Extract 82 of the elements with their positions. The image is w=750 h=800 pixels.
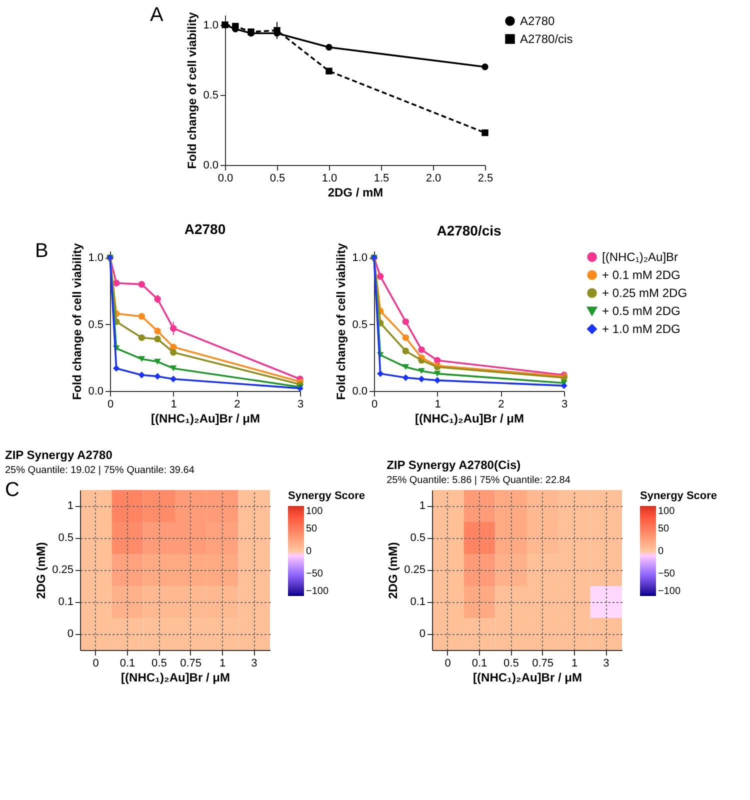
x-axis-title: [(NHC₁)₂Au]Br / μM xyxy=(121,670,230,684)
chart-subtitle: 25% Quantile: 5.86 | 75% Quantile: 22.84 xyxy=(386,475,571,486)
y-tick-label: 0.0 xyxy=(88,386,104,398)
color-bar-label: −100 xyxy=(658,586,681,597)
y-tick-label: 1.0 xyxy=(203,19,218,32)
y-tick-label: 0.0 xyxy=(203,160,218,172)
x-tick-label: 1.5 xyxy=(374,172,390,184)
x-tick-label: 1 xyxy=(571,658,578,670)
text: B xyxy=(35,240,48,262)
y-tick-label: 1 xyxy=(419,500,426,512)
y-tick-label: 0.5 xyxy=(352,318,368,331)
x-tick-label: 1 xyxy=(219,658,226,670)
x-tick-label: 0 xyxy=(444,658,451,670)
x-tick-label: 1.0 xyxy=(322,172,338,184)
x-tick-label: 0.5 xyxy=(270,172,286,184)
y-tick-label: 0.25 xyxy=(404,564,426,576)
color-bar-label: 50 xyxy=(306,524,318,534)
x-tick-label: 1 xyxy=(434,398,441,410)
x-axis-title: [(NHC₁)₂Au]Br / μM xyxy=(473,670,582,684)
y-tick-label: 1.0 xyxy=(352,252,368,264)
y-tick-label: 0.5 xyxy=(203,89,218,102)
x-tick-label: 2.0 xyxy=(426,172,442,184)
y-tick-label: 0.0 xyxy=(352,386,368,398)
y-tick-label: 0.1 xyxy=(58,596,74,608)
color-bar-label: −50 xyxy=(306,568,324,580)
x-tick-label: 3 xyxy=(561,398,568,410)
legend-title: Synergy Score xyxy=(640,490,718,502)
color-bar-label: 100 xyxy=(306,506,324,517)
y-tick-label: 0.5 xyxy=(410,532,426,544)
x-axis-title: [(NHC₁)₂Au]Br / μM xyxy=(151,412,260,426)
legend-title: Synergy Score xyxy=(288,490,366,502)
y-tick-label: 1 xyxy=(67,500,74,512)
y-axis-title: Fold change of cell viability xyxy=(185,12,200,169)
legend-label: + 0.5 mM 2DG xyxy=(602,304,680,318)
text: C xyxy=(5,479,20,501)
color-bar-label: −100 xyxy=(306,586,329,597)
chart-title: A2780 xyxy=(184,221,226,237)
x-tick-label: 2 xyxy=(498,398,504,410)
color-bar-label: −50 xyxy=(658,568,676,580)
x-tick-label: 0.1 xyxy=(472,658,488,670)
text: A xyxy=(150,4,164,26)
y-axis-title: Fold change of cell viability xyxy=(70,242,84,400)
x-tick-label: 0.75 xyxy=(532,658,554,670)
chart-title: ZIP Synergy A2780 xyxy=(5,448,113,462)
x-axis-title: 2DG / mM xyxy=(328,186,384,200)
x-tick-label: 0 xyxy=(107,398,114,410)
x-tick-label: 0.5 xyxy=(152,658,167,670)
chart-subtitle: 25% Quantile: 19.02 | 75% Quantile: 39.64 xyxy=(5,465,195,476)
color-bar-label: 0 xyxy=(306,546,312,557)
y-tick-label: 1.0 xyxy=(88,252,104,264)
x-tick-label: 0 xyxy=(371,398,378,410)
x-tick-label: 0.0 xyxy=(218,172,234,184)
x-tick-label: 3 xyxy=(603,658,610,670)
color-bar-label: 0 xyxy=(658,546,664,557)
y-axis-title: Fold change of cell viability xyxy=(334,242,348,400)
legend-label: + 0.1 mM 2DG xyxy=(602,268,680,282)
legend-label: A2780 xyxy=(520,14,556,28)
x-tick-label: 2 xyxy=(234,398,240,410)
x-tick-label: 1 xyxy=(170,398,177,410)
x-tick-label: 0.75 xyxy=(180,658,202,670)
y-tick-label: 0.1 xyxy=(410,596,426,608)
y-tick-label: 0.5 xyxy=(88,318,104,331)
color-bar-label: 50 xyxy=(658,524,670,534)
chart-title: ZIP Synergy A2780(Cis) xyxy=(386,458,521,472)
legend-label: [(NHC₁)₂Au]Br xyxy=(602,250,678,264)
x-tick-label: 0.5 xyxy=(504,658,519,670)
x-tick-label: 3 xyxy=(297,398,304,410)
y-tick-label: 0.25 xyxy=(52,564,74,576)
y-axis-title: 2DG (mM) xyxy=(34,542,48,599)
legend-label: + 0.25 mM 2DG xyxy=(602,286,688,300)
y-tick-label: 0 xyxy=(67,628,74,640)
y-tick-label: 0 xyxy=(419,628,426,640)
x-tick-label: 3 xyxy=(251,658,258,670)
y-tick-label: 0.5 xyxy=(58,532,74,544)
chart-title: A2780/cis xyxy=(436,222,502,239)
color-bar-label: 100 xyxy=(658,506,676,517)
y-axis-title: 2DG (mM) xyxy=(386,542,400,599)
x-tick-label: 0.1 xyxy=(120,658,136,670)
x-axis-title: [(NHC₁)₂Au]Br / μM xyxy=(415,412,524,426)
x-tick-label: 2.5 xyxy=(478,172,494,184)
legend-label: + 1.0 mM 2DG xyxy=(602,322,680,336)
legend-label: A2780/cis xyxy=(520,32,573,46)
